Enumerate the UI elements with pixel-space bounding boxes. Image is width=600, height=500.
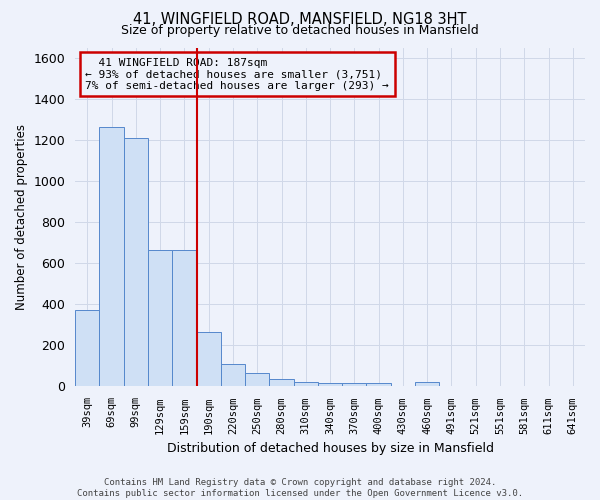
Bar [342, 384, 367, 386]
Text: 41 WINGFIELD ROAD: 187sqm
← 93% of detached houses are smaller (3,751)
7% of sem: 41 WINGFIELD ROAD: 187sqm ← 93% of detac… [85, 58, 389, 91]
Bar [221, 364, 245, 386]
Y-axis label: Number of detached properties: Number of detached properties [15, 124, 28, 310]
Bar [293, 382, 318, 386]
Bar [75, 310, 100, 386]
Bar [148, 250, 172, 386]
X-axis label: Distribution of detached houses by size in Mansfield: Distribution of detached houses by size … [167, 442, 494, 455]
Bar [318, 384, 342, 386]
Bar [367, 384, 391, 386]
Text: Contains HM Land Registry data © Crown copyright and database right 2024.
Contai: Contains HM Land Registry data © Crown c… [77, 478, 523, 498]
Bar [245, 373, 269, 386]
Bar [124, 138, 148, 386]
Text: 41, WINGFIELD ROAD, MANSFIELD, NG18 3HT: 41, WINGFIELD ROAD, MANSFIELD, NG18 3HT [133, 12, 467, 28]
Bar [415, 382, 439, 386]
Bar [100, 126, 124, 386]
Bar [172, 250, 197, 386]
Text: Size of property relative to detached houses in Mansfield: Size of property relative to detached ho… [121, 24, 479, 37]
Bar [197, 332, 221, 386]
Bar [269, 379, 293, 386]
